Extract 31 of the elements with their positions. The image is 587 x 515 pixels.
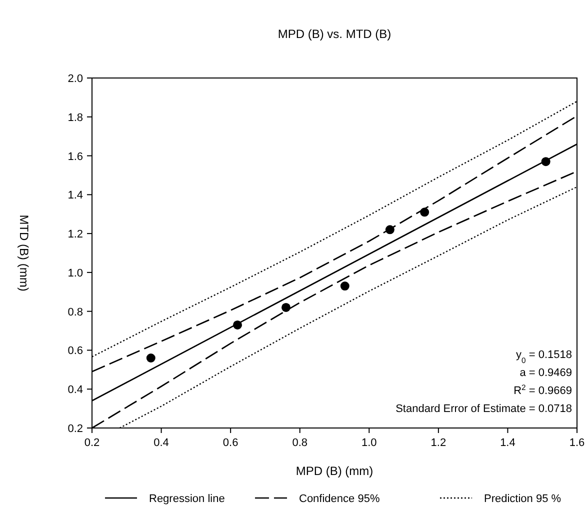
x-tick-label: 0.8 — [292, 437, 308, 449]
annotation: a = 0.9469 — [520, 367, 572, 379]
legend-label: Confidence 95% — [299, 493, 380, 505]
y-tick-label: 1.0 — [68, 267, 83, 280]
x-tick-label: 1.2 — [430, 437, 446, 449]
y-tick-label: 1.6 — [68, 150, 83, 163]
y-axis-title: MTD (B) (mm) — [17, 214, 31, 292]
x-axis-title: MPD (B) (mm) — [296, 464, 374, 478]
chart-title: MPD (B) vs. MTD (B) — [278, 27, 392, 41]
x-tick-label: 1.4 — [500, 437, 516, 449]
y-tick-label: 1.8 — [68, 112, 83, 124]
annotation: Standard Error of Estimate = 0.0718 — [396, 403, 572, 415]
legend-label: Prediction 95 % — [484, 493, 562, 505]
x-tick-label: 0.4 — [154, 437, 169, 449]
y-tick-label: 2.0 — [68, 73, 83, 85]
y-tick-label: 0.8 — [68, 306, 83, 318]
point — [282, 302, 290, 312]
point — [340, 282, 350, 291]
y-tick-label: 0.2 — [68, 423, 83, 435]
x-tick-label: 0.6 — [222, 437, 238, 449]
x-tick-label: 0.2 — [84, 437, 100, 449]
annotation: R$^{2}$ = 0.9669 — [514, 382, 572, 397]
y-tick-label: 0.6 — [68, 345, 83, 358]
point — [146, 354, 156, 362]
x-tick-label: 1.6 — [569, 437, 585, 449]
legend-label: Regression line — [149, 493, 225, 505]
y-tick-label: 0.4 — [68, 384, 83, 396]
y-tick-label: 1.2 — [68, 228, 83, 241]
x-tick-label: 1.0 — [361, 437, 377, 449]
annotation: y$_{0}$ = 0.1518 — [516, 349, 572, 364]
y-tick-label: 1.4 — [68, 190, 83, 202]
